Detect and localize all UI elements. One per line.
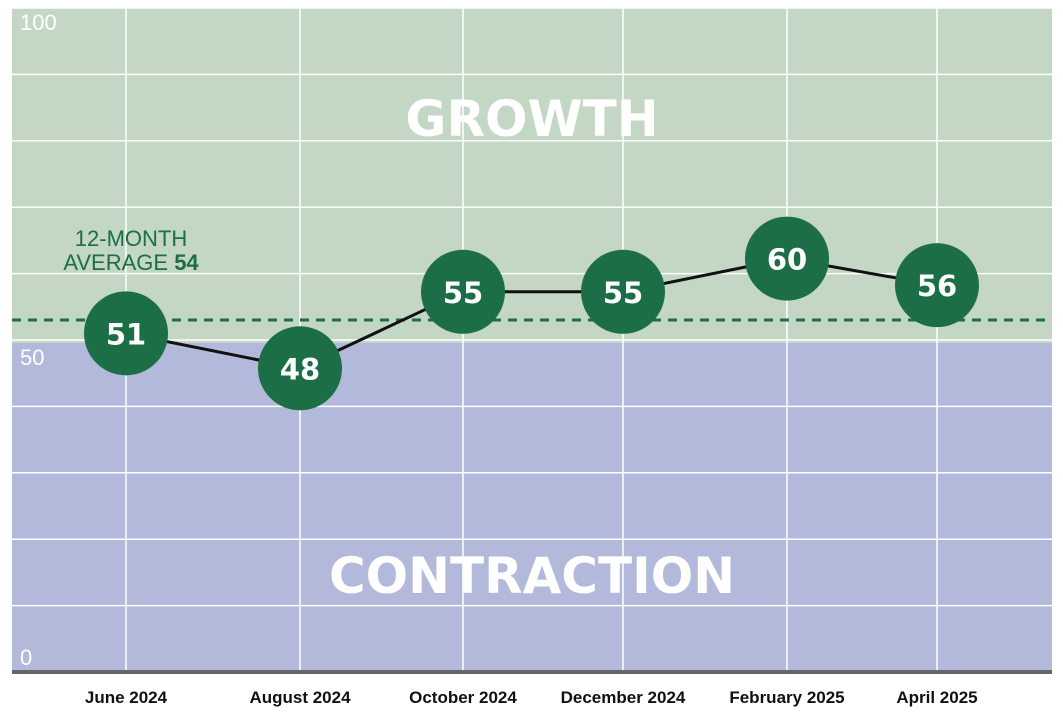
data-point-marker (421, 249, 505, 334)
data-point-label: 48 (280, 352, 320, 386)
data-point-label: 55 (603, 276, 643, 310)
data-point-label: 55 (443, 276, 483, 310)
markers: 51 48 55 55 60 56 (84, 216, 979, 411)
growth-zone-label: GROWTH (405, 90, 658, 148)
average-value: 54 (174, 250, 199, 275)
y-tick-100: 100 (20, 10, 57, 35)
average-label-text: AVERAGE (63, 250, 168, 275)
x-tick-label: December 2024 (561, 688, 686, 707)
data-point-label: 56 (917, 269, 957, 303)
y-tick-50: 50 (20, 345, 44, 370)
average-label-line1: 12-MONTH (75, 226, 187, 251)
x-tick-label: June 2024 (85, 688, 168, 707)
growth-zone (12, 8, 1052, 343)
contraction-zone-label: CONTRACTION (329, 547, 735, 605)
data-point-label: 51 (106, 317, 146, 351)
data-point-marker (258, 326, 342, 411)
data-point-marker (745, 216, 829, 301)
data-point-marker (84, 291, 168, 376)
data-point-label: 60 (767, 243, 807, 277)
x-tick-label: October 2024 (409, 688, 517, 707)
x-tick-label: February 2025 (729, 688, 844, 707)
data-point-marker (895, 243, 979, 328)
average-label-line2: AVERAGE 54 (63, 250, 199, 275)
x-tick-label: April 2025 (896, 688, 977, 707)
data-point-marker (581, 249, 665, 334)
x-tick-labels: June 2024 August 2024 October 2024 December… (85, 688, 978, 707)
contraction-zone (12, 343, 1052, 672)
y-tick-0: 0 (20, 645, 32, 670)
x-tick-label: August 2024 (249, 688, 351, 707)
